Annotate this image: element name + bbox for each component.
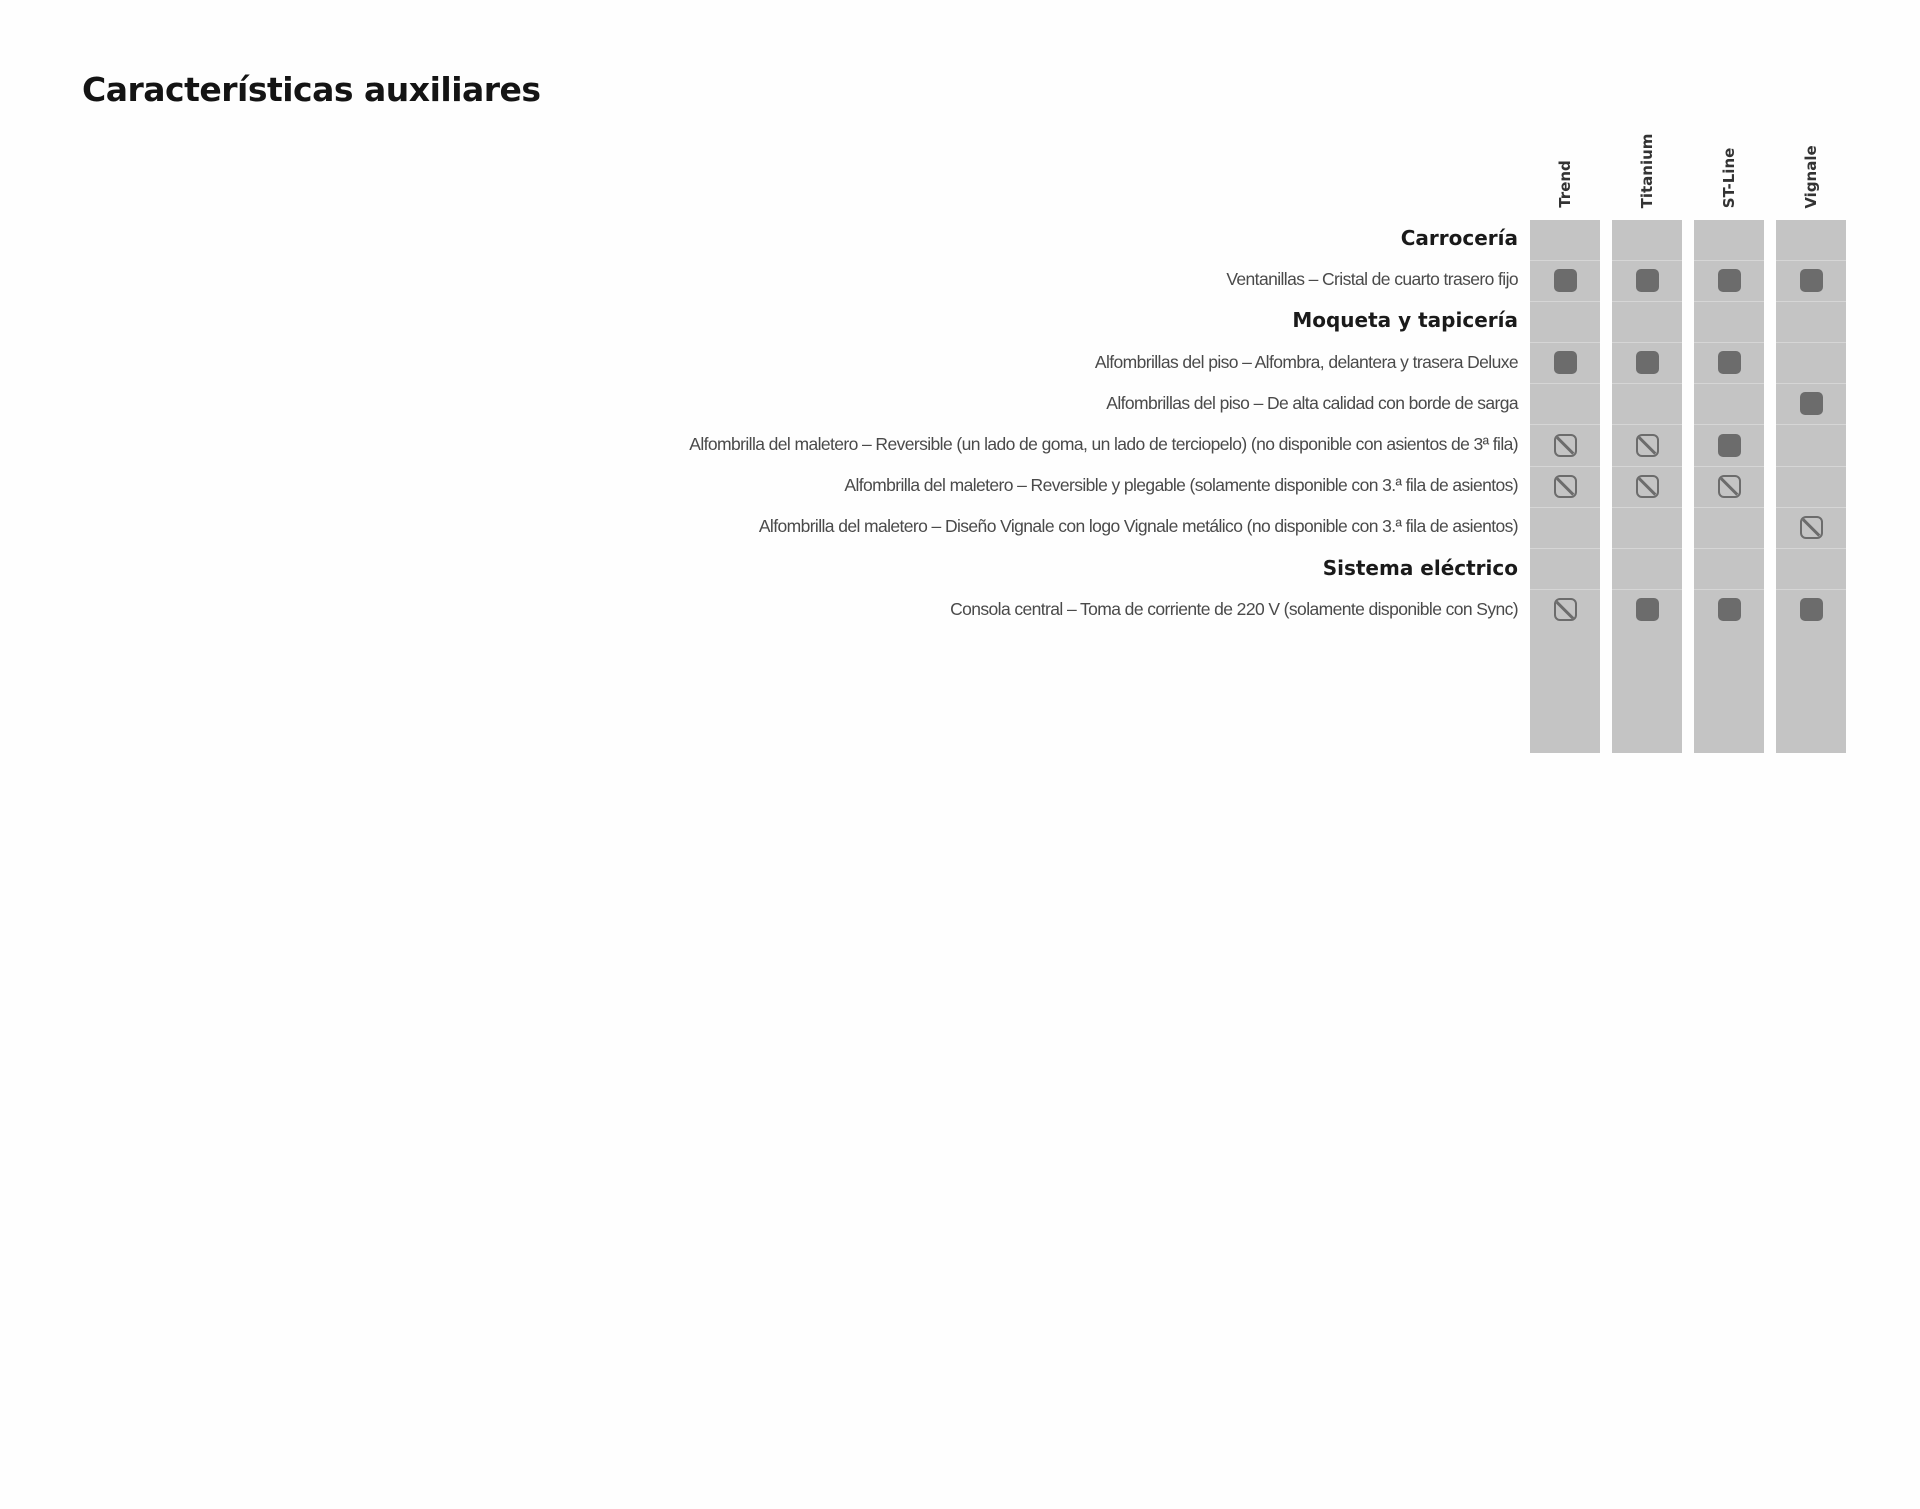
feature-label: Consola central – Toma de corriente de 2… [950, 598, 1519, 619]
row-divider [1612, 300, 1682, 302]
row-divider [1612, 259, 1682, 261]
row-divider [1530, 259, 1600, 261]
filled-square-icon [1717, 598, 1741, 622]
row-divider [1694, 424, 1764, 426]
row-divider [1530, 342, 1600, 343]
column-header-trend: Trend [1530, 118, 1600, 214]
row-divider [1612, 589, 1682, 591]
section-heading: Carrocería [1400, 226, 1518, 250]
filled-square-icon [1717, 433, 1741, 457]
row-divider [1530, 300, 1600, 302]
feature-label: Ventanillas – Cristal de cuarto trasero … [1226, 269, 1518, 290]
filled-square-icon [1635, 351, 1659, 375]
column-header-label: ST-Line [1720, 147, 1738, 208]
row-divider [1694, 383, 1764, 385]
filled-square-icon [1553, 351, 1577, 375]
feature-label: Alfombrilla del maletero – Reversible (u… [689, 434, 1518, 454]
column-header-titanium: Titanium [1612, 118, 1682, 214]
row-divider [1530, 424, 1600, 426]
feature-label: Alfombrilla del maletero – Reversible y … [844, 475, 1518, 496]
feature-label: Alfombrillas del piso – Alfombra, delant… [1094, 351, 1519, 372]
section-heading: Moqueta y tapicería [1292, 308, 1518, 333]
row-divider [1530, 589, 1600, 591]
filled-square-icon [1717, 268, 1741, 292]
column-header-label: Titanium [1638, 133, 1656, 208]
filled-square-icon [1799, 598, 1823, 622]
row-divider [1776, 424, 1846, 426]
row-divider [1776, 506, 1846, 508]
column-header-st-line: ST-Line [1694, 118, 1764, 214]
row-divider [1776, 465, 1846, 467]
row-divider [1530, 506, 1600, 508]
column-header-label: Trend [1556, 160, 1574, 208]
row-divider [1694, 548, 1764, 549]
column-bar-vignale [1776, 220, 1846, 753]
row-divider [1612, 506, 1682, 508]
page-title: Características auxiliares [82, 70, 541, 109]
row-divider [1612, 342, 1682, 343]
row-divider [1530, 383, 1600, 385]
row-divider [1776, 259, 1846, 261]
column-header-vignale: Vignale [1776, 118, 1846, 214]
crossed-square-icon [1553, 433, 1577, 457]
row-divider [1694, 589, 1764, 591]
section-heading: Sistema eléctrico [1322, 555, 1518, 580]
row-divider [1694, 342, 1764, 343]
row-divider [1612, 383, 1682, 385]
filled-square-icon [1717, 351, 1741, 375]
filled-square-icon [1635, 268, 1659, 292]
row-divider [1776, 383, 1846, 385]
feature-label: Alfombrillas del piso – De alta calidad … [1106, 392, 1518, 413]
row-divider [1776, 589, 1846, 591]
row-divider [1694, 300, 1764, 302]
crossed-square-icon [1553, 474, 1577, 498]
row-divider [1776, 300, 1846, 302]
row-divider [1694, 506, 1764, 508]
row-divider [1776, 548, 1846, 549]
crossed-square-icon [1717, 474, 1741, 498]
row-divider [1612, 465, 1682, 467]
crossed-square-icon [1799, 515, 1823, 539]
feature-label: Alfombrilla del maletero – Diseño Vignal… [758, 516, 1519, 537]
row-divider [1612, 424, 1682, 426]
crossed-square-icon [1553, 598, 1577, 622]
row-divider [1612, 548, 1682, 549]
filled-square-icon [1799, 392, 1823, 416]
crossed-square-icon [1635, 474, 1659, 498]
filled-square-icon [1635, 598, 1659, 622]
row-divider [1776, 342, 1846, 343]
crossed-square-icon [1635, 433, 1659, 457]
row-divider [1530, 465, 1600, 467]
filled-square-icon [1553, 268, 1577, 292]
column-header-label: Vignale [1802, 144, 1820, 209]
row-divider [1694, 259, 1764, 261]
row-divider [1530, 548, 1600, 549]
filled-square-icon [1799, 268, 1823, 292]
row-divider [1694, 465, 1764, 467]
